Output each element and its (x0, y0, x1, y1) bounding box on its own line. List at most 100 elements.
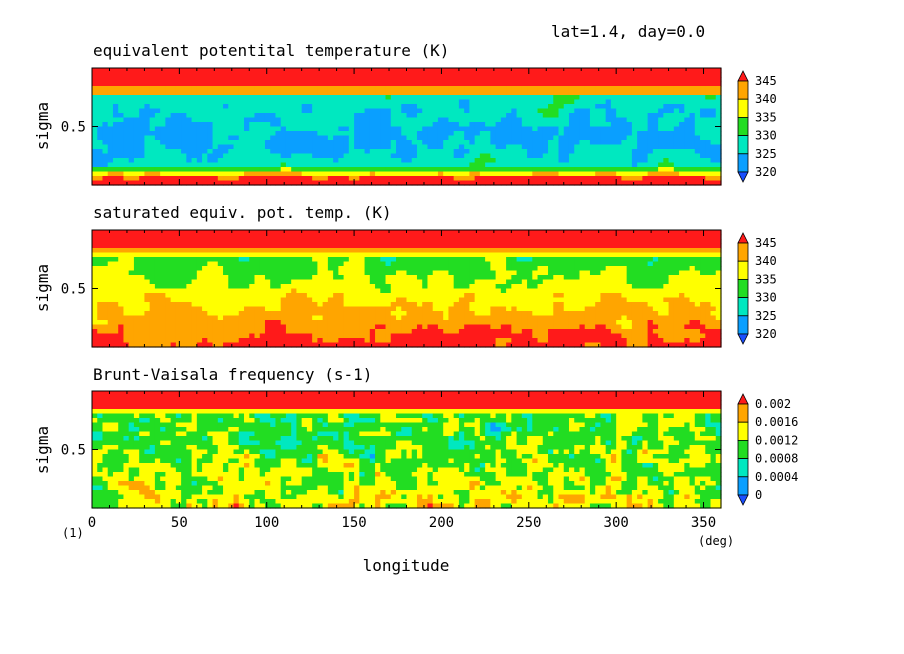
heatmap-cell (217, 126, 224, 132)
heatmap-cell (537, 144, 544, 150)
heatmap-cell (453, 288, 460, 294)
heatmap-cell (595, 68, 602, 74)
heatmap-cell (437, 122, 444, 128)
heatmap-cell (154, 126, 161, 132)
heatmap-cell (181, 86, 187, 92)
heatmap-cell (212, 288, 219, 294)
heatmap-cell (322, 248, 329, 254)
heatmap-cell (437, 243, 444, 249)
heatmap-cell (516, 153, 523, 159)
heatmap-cell (532, 234, 539, 240)
heatmap-cell (280, 144, 287, 150)
heatmap-cell (469, 140, 476, 146)
heatmap-cell (568, 248, 575, 254)
heatmap-cell (684, 77, 691, 83)
heatmap-cell (495, 243, 502, 249)
heatmap-cell (97, 158, 104, 164)
heatmap-cell (322, 257, 329, 263)
heatmap-cell (123, 108, 130, 114)
heatmap-cell (359, 122, 366, 128)
heatmap-cell (715, 167, 722, 173)
heatmap-cell (568, 108, 575, 114)
heatmap-cell (411, 176, 418, 182)
heatmap-cell (500, 180, 507, 186)
heatmap-cell (700, 270, 706, 276)
heatmap-cell (574, 144, 581, 150)
heatmap-cell (500, 104, 507, 110)
heatmap-cell (123, 126, 130, 132)
heatmap-cell (181, 248, 187, 254)
heatmap-cell (574, 113, 581, 119)
heatmap-cell (249, 293, 256, 299)
heatmap-cell (390, 153, 397, 159)
heatmap-cell (212, 248, 219, 254)
heatmap-cell (673, 284, 680, 290)
heatmap-cell (474, 288, 481, 294)
heatmap-cell (532, 108, 539, 114)
heatmap-cell (715, 230, 722, 236)
heatmap-cell (605, 261, 612, 267)
heatmap-cell (401, 234, 408, 240)
heatmap-cell (401, 95, 408, 101)
heatmap-cell (511, 270, 518, 276)
heatmap-cell (296, 234, 303, 240)
heatmap-cell (584, 266, 591, 272)
heatmap-cell (280, 230, 287, 236)
heatmap-cell (668, 90, 675, 96)
heatmap-cell (658, 81, 664, 87)
heatmap-cell (631, 135, 638, 141)
heatmap-cell (212, 261, 219, 267)
heatmap-cell (306, 117, 313, 123)
heatmap-cell (626, 140, 633, 146)
heatmap-cell (589, 153, 596, 159)
heatmap-cell (396, 261, 402, 267)
heatmap-cell (102, 270, 109, 276)
heatmap-cell (165, 117, 172, 123)
heatmap-cell (516, 144, 523, 150)
heatmap-cell (170, 284, 177, 290)
heatmap-cell (600, 176, 607, 182)
heatmap-cell (92, 176, 98, 182)
heatmap-cell (128, 149, 135, 155)
heatmap-cell (144, 113, 151, 119)
heatmap-cell (506, 117, 512, 123)
heatmap-cell (495, 171, 502, 177)
heatmap-cell (605, 108, 612, 114)
heatmap-cell (679, 95, 685, 101)
heatmap-cell (186, 257, 193, 263)
heatmap-cell (244, 77, 250, 83)
heatmap-cell (422, 257, 429, 263)
heatmap-cell (149, 293, 156, 299)
heatmap-cell (186, 234, 193, 240)
heatmap-cell (700, 180, 706, 186)
heatmap-cell (317, 270, 324, 276)
heatmap-cell (495, 86, 502, 92)
heatmap-cell (689, 81, 696, 87)
heatmap-cell (401, 248, 408, 254)
heatmap-cell (139, 86, 146, 92)
heatmap-cell (128, 248, 135, 254)
heatmap-cell (144, 81, 151, 87)
heatmap-cell (317, 234, 324, 240)
heatmap-cell (558, 68, 565, 74)
heatmap-cell (647, 275, 654, 281)
heatmap-cell (385, 162, 392, 168)
heatmap-cell (107, 261, 114, 267)
heatmap-cell (563, 261, 570, 267)
heatmap-cell (527, 279, 533, 285)
heatmap-cell (610, 230, 617, 236)
heatmap-cell (364, 248, 371, 254)
heatmap-cell (385, 180, 392, 186)
heatmap-cell (149, 162, 156, 168)
heatmap-cell (495, 270, 502, 276)
heatmap-cell (317, 99, 324, 105)
heatmap-cell (658, 275, 664, 281)
heatmap-cell (133, 284, 140, 290)
heatmap-cell (322, 77, 329, 83)
heatmap-cell (548, 117, 554, 123)
heatmap-cell (375, 167, 381, 173)
heatmap-cell (149, 243, 156, 249)
heatmap-cell (458, 257, 465, 263)
heatmap-cell (270, 108, 277, 114)
heatmap-cell (579, 243, 586, 249)
